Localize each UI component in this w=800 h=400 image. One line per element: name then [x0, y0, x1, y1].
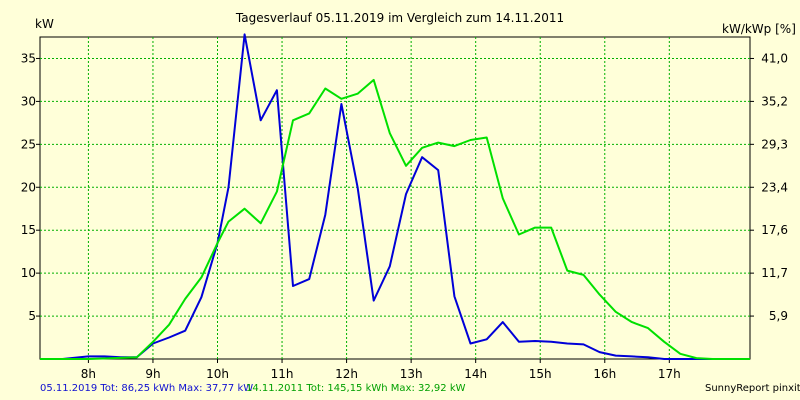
y-tick-label-right: 35,2: [761, 94, 788, 108]
x-tick-label: 8h: [81, 367, 96, 381]
y-tick-label-left: 30: [21, 94, 36, 108]
x-tick-label: 9h: [145, 367, 160, 381]
y-tick-label-left: 20: [21, 180, 36, 194]
x-tick-label: 14h: [464, 367, 487, 381]
y-tick-label-left: 15: [21, 223, 36, 237]
y-tick-label-left: 25: [21, 137, 36, 151]
x-tick-label: 13h: [400, 367, 423, 381]
y-axis-left-unit: kW: [35, 17, 54, 31]
x-tick-label: 12h: [335, 367, 358, 381]
footer-credit: SunnyReport pinxit: [705, 383, 800, 394]
y-tick-label-right: 17,6: [761, 223, 788, 237]
y-tick-label-left: 35: [21, 51, 36, 65]
footer-series-2011-summary: 14.11.2011 Tot: 145,15 kWh Max: 32,92 kW: [246, 383, 466, 394]
x-tick-label: 17h: [658, 367, 681, 381]
plot-border: [39, 36, 751, 360]
y-tick-label-left: 10: [21, 266, 36, 280]
chart-title: Tagesverlauf 05.11.2019 im Vergleich zum…: [235, 11, 565, 25]
series-line-05-11-2019: [40, 33, 750, 360]
footer-series-2019-summary: 05.11.2019 Tot: 86,25 kWh Max: 37,77 kW: [40, 383, 254, 394]
x-tick-label: 11h: [271, 367, 294, 381]
y-tick-label-right: 23,4: [761, 180, 788, 194]
x-tick-label: 16h: [593, 367, 616, 381]
y-axis-right-unit: kW/kWp [%]: [722, 22, 796, 36]
y-tick-label-right: 29,3: [761, 137, 788, 151]
x-tick-label: 10h: [206, 367, 229, 381]
y-tick-label-left: 5: [28, 309, 36, 323]
series-line-14-11-2011: [40, 78, 750, 360]
x-tick-label: 15h: [529, 367, 552, 381]
y-tick-label-right: 5,9: [769, 309, 788, 323]
y-tick-label-right: 11,7: [761, 266, 788, 280]
y-tick-label-right: 41,0: [761, 51, 788, 65]
